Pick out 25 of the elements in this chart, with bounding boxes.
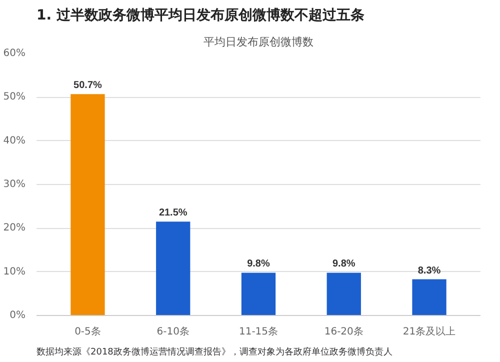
- data-label: 9.8%: [247, 258, 270, 270]
- y-tick-label: 40%: [3, 135, 26, 146]
- x-tick-label: 21条及以上: [402, 326, 456, 338]
- y-tick-label: 30%: [3, 179, 26, 190]
- data-label: 8.3%: [418, 265, 441, 276]
- y-tick-label: 50%: [3, 92, 26, 103]
- chart-subtitle: 平均日发布原创微博数: [204, 36, 314, 48]
- chart-title: 1. 过半数政务微博平均日发布原创微博数不超过五条: [36, 8, 364, 24]
- x-tick-label: 11-15条: [238, 326, 278, 338]
- bar: [241, 272, 276, 316]
- data-label: 50.7%: [74, 80, 102, 92]
- y-tick-label: 0%: [10, 310, 26, 321]
- bar: [156, 222, 190, 316]
- text: 数据均来源《2018政务微博运营情况调查报告》，调查对象为各政府单位政务微博负责人: [36, 346, 392, 358]
- bar: [70, 94, 105, 316]
- x-tick-label: 16-20条: [324, 326, 364, 338]
- x-tick-label: 0-5条: [74, 326, 101, 338]
- y-tick-label: 10%: [3, 266, 26, 278]
- x-tick-label: 6-10条: [156, 326, 190, 338]
- bar: [326, 272, 361, 316]
- data-label: 9.8%: [332, 258, 356, 270]
- data-label: 21.5%: [158, 208, 188, 219]
- y-tick-label: 60%: [3, 48, 26, 59]
- bar: [412, 279, 446, 316]
- y-tick-label: 20%: [3, 222, 26, 234]
